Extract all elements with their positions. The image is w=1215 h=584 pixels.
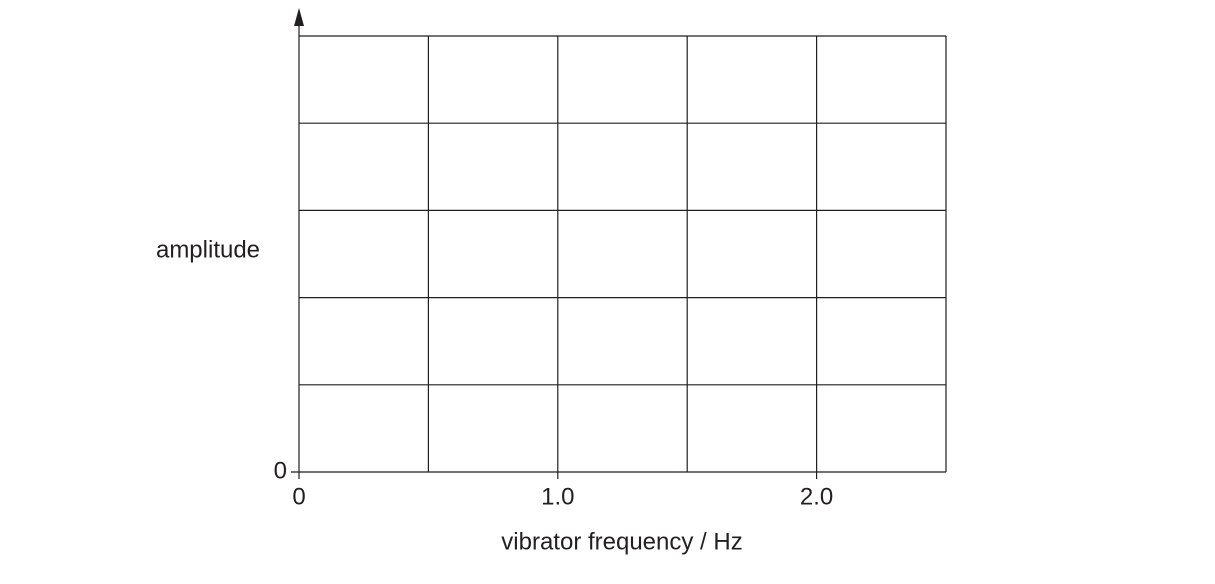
y-axis-arrow: [294, 8, 304, 26]
x-tick-label: 1.0: [541, 483, 574, 510]
y-axis-label: amplitude: [156, 236, 260, 263]
x-axis-label: vibrator frequency / Hz: [501, 528, 742, 555]
y-tick-label: 0: [274, 457, 287, 484]
x-tick-label: 2.0: [800, 483, 833, 510]
x-tick-label: 0: [292, 483, 305, 510]
